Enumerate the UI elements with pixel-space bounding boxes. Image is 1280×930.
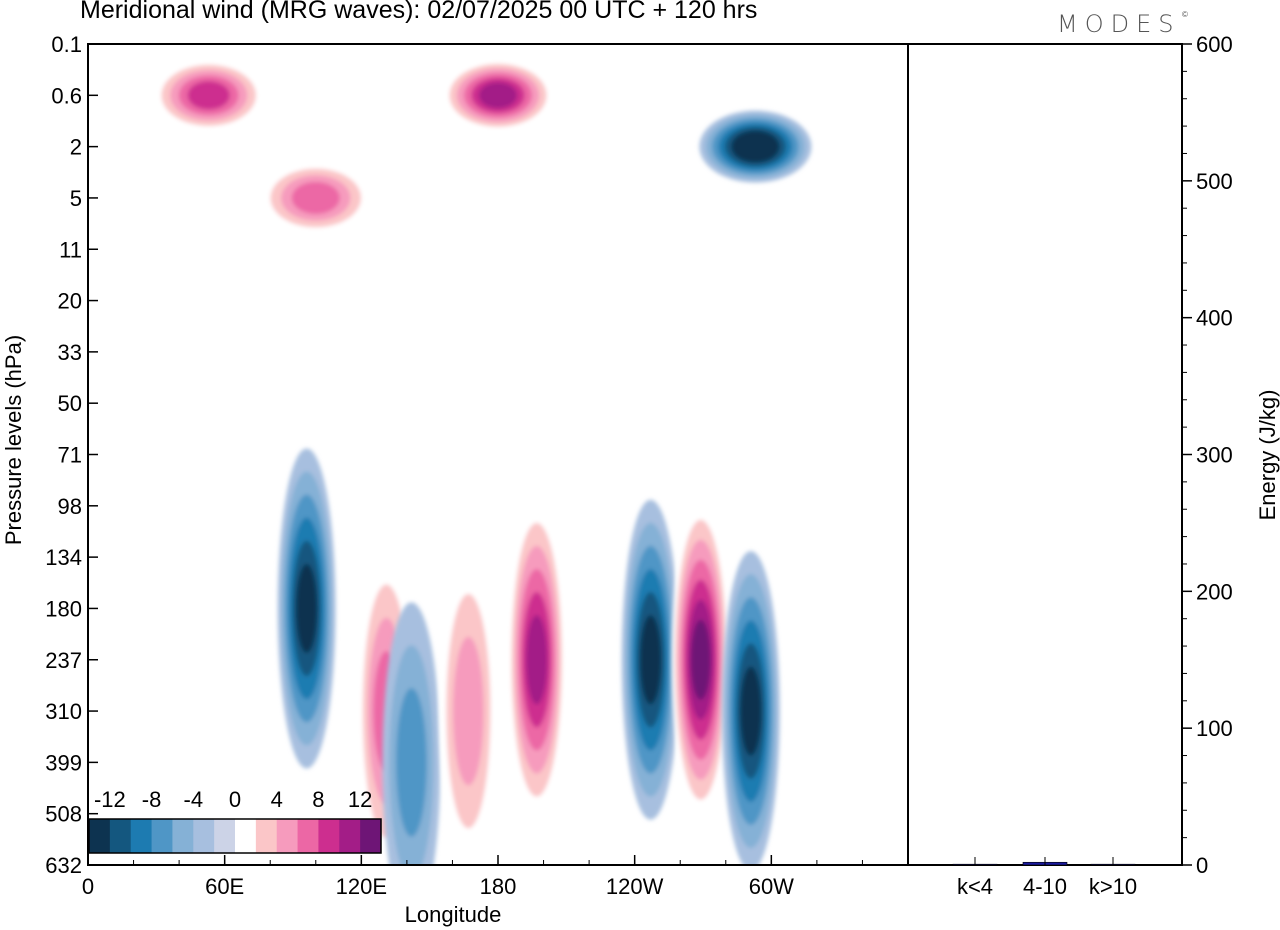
y-tick-label: 98: [58, 494, 82, 519]
x-tick-label: 120E: [336, 874, 387, 899]
energy-tick-label: 100: [1196, 716, 1233, 741]
y-tick-label: 134: [45, 545, 82, 570]
colorbar-swatch: [360, 819, 382, 853]
contour-level: [291, 181, 340, 214]
contour-level: [396, 688, 427, 837]
energy-tick-label: 0: [1196, 853, 1208, 878]
category-label: 4-10: [1023, 874, 1067, 899]
colorbar-swatch: [297, 819, 319, 853]
colorbar-swatch: [172, 819, 194, 853]
colorbar-label: -4: [184, 787, 204, 812]
colorbar-swatch: [235, 819, 257, 853]
x-tick-label: 120W: [606, 874, 664, 899]
heatmap-feature: [439, 551, 498, 865]
colorbar-swatch: [130, 819, 153, 853]
colorbar-label: 8: [312, 787, 324, 812]
colorbar-swatch: [255, 819, 278, 853]
heatmap-feature: [382, 602, 441, 865]
colorbar-swatch: [89, 819, 111, 853]
y-tick-label: 632: [45, 853, 82, 878]
y-tick-label: 71: [58, 443, 82, 468]
y-tick-label: 180: [45, 596, 82, 621]
y-axis-label: Pressure levels (hPa): [1, 335, 26, 545]
colorbar: -12 -8 -4 0 4 8 12: [88, 787, 382, 854]
heatmap-feature: [442, 59, 554, 132]
colorbar-swatch: [193, 819, 215, 853]
y-tick-label: 11: [59, 237, 82, 262]
contour-level: [737, 134, 773, 159]
colorbar-label: -12: [94, 787, 126, 812]
colorbar-swatch: [339, 819, 361, 853]
colorbar-label: 12: [348, 787, 372, 812]
y-tick-label: 0.6: [51, 83, 82, 108]
colorbar-swatch: [214, 819, 236, 853]
y-tick-label: 50: [58, 391, 82, 416]
heatmap-feature: [259, 161, 372, 234]
energy-tick-label: 500: [1196, 169, 1233, 194]
contour-level: [690, 619, 711, 700]
energy-tick-label: 400: [1196, 306, 1233, 331]
y-tick-label: 20: [58, 289, 82, 314]
y-tick-label: 33: [58, 340, 82, 365]
contour-level: [187, 81, 230, 110]
energy-tick-label: 300: [1196, 443, 1233, 468]
heatmap-feature: [152, 59, 265, 132]
contour-level: [640, 615, 662, 705]
contour-level: [296, 563, 318, 654]
heatmap-feature: [507, 499, 566, 820]
y-tick-label: 508: [45, 802, 82, 827]
x-tick-label: 180: [480, 874, 517, 899]
category-label: k<4: [957, 874, 993, 899]
colorbar-label: -8: [142, 787, 162, 812]
y-tick-label: 237: [45, 648, 82, 673]
contour-level: [526, 615, 548, 705]
heatmap-field: [152, 59, 812, 865]
chart-title: Meridional wind (MRG waves): 02/07/2025 …: [80, 0, 758, 24]
colorbar-swatch: [276, 819, 299, 853]
x-axis-label: Longitude: [405, 902, 502, 927]
colorbar-swatch: [109, 819, 132, 853]
modes-logo: MODES: [1057, 10, 1181, 38]
energy-tick-label: 600: [1196, 32, 1233, 57]
colorbar-label: 0: [229, 787, 241, 812]
heatmap-feature: [699, 110, 812, 183]
y-tick-label: 5: [70, 186, 82, 211]
copyright-mark: ©: [1182, 10, 1188, 19]
category-label: k>10: [1089, 874, 1137, 899]
x-tick-label: 60W: [749, 874, 794, 899]
heatmap-feature: [621, 499, 680, 820]
y-tick-label: 310: [45, 699, 82, 724]
colorbar-label: 4: [271, 787, 283, 812]
x-tick-label: 60E: [205, 874, 244, 899]
contour-level: [453, 636, 484, 786]
energy-axis-label: Energy (J/kg): [1255, 390, 1280, 521]
heatmap-feature: [277, 448, 336, 769]
energy-tick-label: 200: [1196, 579, 1233, 604]
x-tick-label: 0: [82, 874, 94, 899]
heatmap-feature: [721, 551, 780, 865]
contour-level: [478, 82, 518, 109]
energy-bars: 0 100 200 300 400 500 600 Energy (J/kg) k<4 4-10 k…: [907, 32, 1280, 899]
colorbar-swatch: [151, 819, 173, 853]
y-tick-label: 399: [45, 750, 82, 775]
heatmap-feature: [671, 499, 730, 820]
axes: 0.1 0.6 2 5 11 20 33 50 71 98 134 180 237 310 399 508 63…: [1, 32, 909, 927]
colorbar-frame: [88, 818, 382, 854]
colorbar-swatch: [318, 819, 340, 853]
bar-panel-frame: [907, 43, 1183, 866]
contour-level: [740, 666, 762, 756]
y-tick-label: 0.1: [51, 32, 82, 57]
y-tick-label: 2: [70, 135, 82, 160]
